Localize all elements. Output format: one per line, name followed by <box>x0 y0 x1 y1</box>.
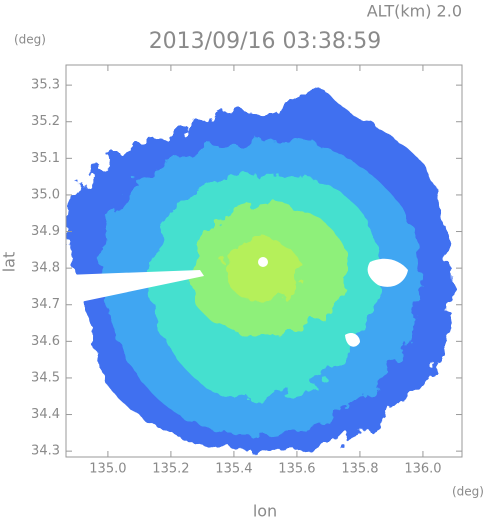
x-tick-label: 136.0 <box>404 462 441 477</box>
y-tick-label: 34.5 <box>31 370 60 385</box>
chart-title: 2013/09/16 03:38:59 <box>149 29 382 54</box>
x-tick-label: 135.6 <box>278 462 315 477</box>
radar-field <box>66 90 452 451</box>
x-unit: (deg) <box>452 485 484 499</box>
y-axis-label: lat <box>0 252 19 273</box>
y-tick-label: 35.1 <box>31 151 60 166</box>
y-unit: (deg) <box>14 33 46 47</box>
plot-frame <box>65 64 463 458</box>
y-tick-label: 35.0 <box>31 187 60 202</box>
x-tick-label: 135.0 <box>89 462 126 477</box>
y-tick-label: 35.2 <box>31 114 60 129</box>
y-tick-label: 34.9 <box>31 224 60 239</box>
y-tick-label: 34.8 <box>31 261 60 276</box>
y-tick-label: 34.7 <box>31 297 60 312</box>
y-tick-label: 35.3 <box>31 78 60 93</box>
y-tick-label: 34.3 <box>31 444 60 459</box>
y-tick-label: 34.6 <box>31 334 60 349</box>
x-tick-label: 135.4 <box>215 462 252 477</box>
x-tick-label: 135.8 <box>341 462 378 477</box>
altitude-annotation: ALT(km) 2.0 <box>367 2 462 21</box>
y-tick-label: 34.4 <box>31 407 60 422</box>
x-tick-label: 135.2 <box>152 462 189 477</box>
x-axis-label: lon <box>253 502 277 521</box>
